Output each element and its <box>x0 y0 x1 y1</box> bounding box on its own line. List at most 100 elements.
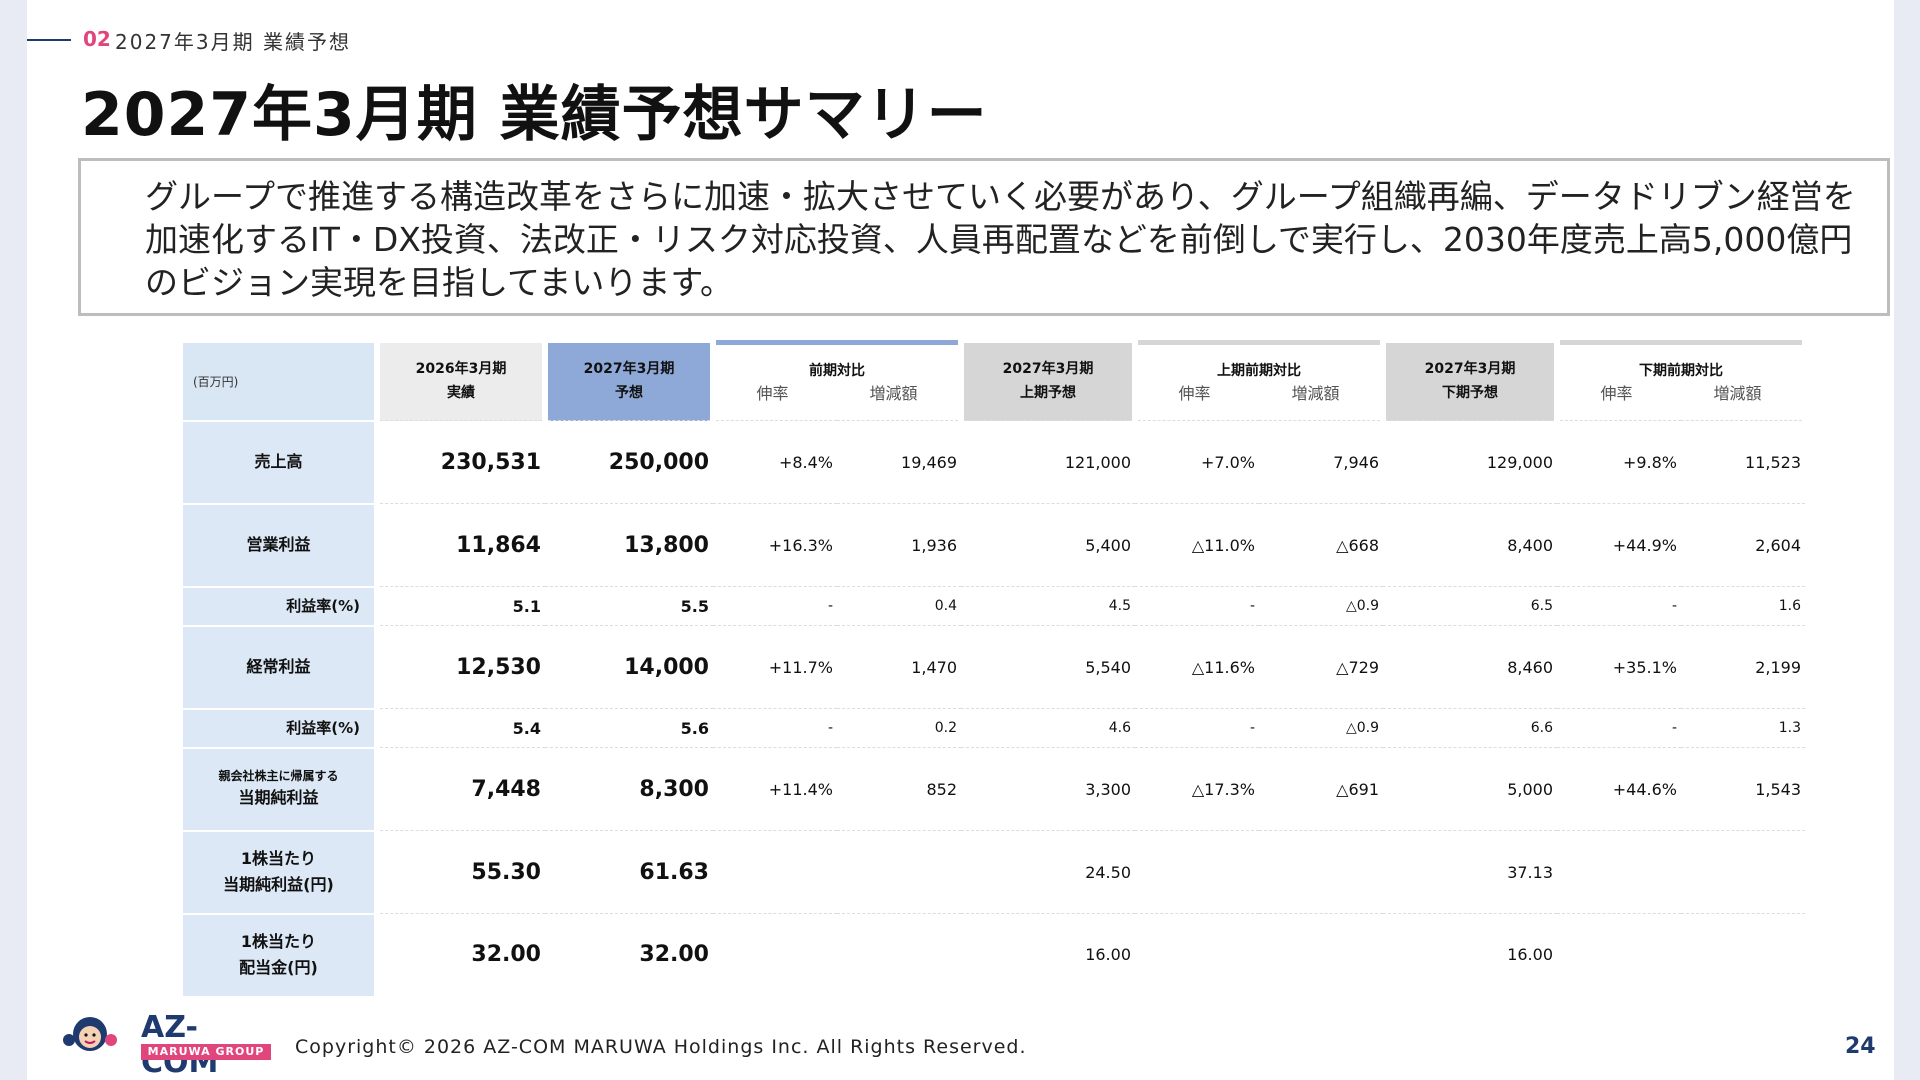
cell-actual: 7,448 <box>377 747 545 831</box>
row-label: 経常利益 <box>183 624 380 709</box>
cell-forecast: 14,000 <box>545 625 713 709</box>
cell-yoy-amt: 19,469 <box>837 420 961 504</box>
header-yoy: 前期対比 伸率 増減額 <box>713 340 964 421</box>
cell-forecast: 5.5 <box>545 586 713 626</box>
section-title: 2027年3月期 業績予想 <box>115 30 351 54</box>
cell-yoy-rate: +11.4% <box>713 747 837 831</box>
cell-h2: 8,460 <box>1383 625 1557 709</box>
cell-h1-amt: △691 <box>1259 747 1383 831</box>
cell-actual: 5.1 <box>377 586 545 626</box>
table-row: 親会社株主に帰属する 当期純利益 7,448 8,300 +11.4% 852 3… <box>183 746 1805 831</box>
cell-h1-amt: △668 <box>1259 503 1383 587</box>
copyright: Copyright© 2026 AZ-COM MARUWA Holdings I… <box>295 1036 1027 1058</box>
cell-h1-amt: 7,946 <box>1259 420 1383 504</box>
cell-h1-amt: △729 <box>1259 625 1383 709</box>
section-number: 02 <box>83 27 111 51</box>
cell-forecast: 8,300 <box>545 747 713 831</box>
header-h1: 2027年3月期 上期予想 <box>961 342 1138 421</box>
cell-forecast: 5.6 <box>545 708 713 748</box>
mascot-icon <box>63 1017 117 1051</box>
table-row: 営業利益 11,864 13,800 +16.3% 1,936 5,400 △1… <box>183 502 1805 587</box>
cell-h1: 24.50 <box>961 830 1135 914</box>
cell-h1-rate: - <box>1135 708 1259 748</box>
logo-text: AZ-COM <box>141 1010 219 1080</box>
row-label: 親会社株主に帰属する 当期純利益 <box>183 746 380 831</box>
cell-h1-rate: △11.0% <box>1135 503 1259 587</box>
company-logo: AZ-COM MARUWA GROUP <box>55 1010 271 1080</box>
cell-h2: 37.13 <box>1383 830 1557 914</box>
table-row: 1株当たり 配当金(円) 32.00 32.00 16.00 16.00 <box>183 912 1805 996</box>
cell-h2-amt: 1,543 <box>1681 747 1805 831</box>
row-label: 売上高 <box>183 419 380 504</box>
cell-h2-rate: - <box>1557 586 1681 626</box>
cell-h1-rate: - <box>1135 586 1259 626</box>
cell-h1-rate: +7.0% <box>1135 420 1259 504</box>
cell-h1: 16.00 <box>961 913 1135 996</box>
cell-yoy-rate: - <box>713 586 837 626</box>
page-number: 24 <box>1845 1034 1876 1059</box>
cell-yoy-amt: 0.2 <box>837 708 961 748</box>
cell-h1: 5,540 <box>961 625 1135 709</box>
cell-h2: 5,000 <box>1383 747 1557 831</box>
cell-h2: 16.00 <box>1383 913 1557 996</box>
cell-actual: 5.4 <box>377 708 545 748</box>
cell-h1: 3,300 <box>961 747 1135 831</box>
header-actual: 2026年3月期 実績 <box>377 342 548 421</box>
cell-forecast: 32.00 <box>545 913 713 996</box>
cell-h1: 5,400 <box>961 503 1135 587</box>
summary-text: グループで推進する構造改革をさらに加速・拡大させていく必要があり、グループ組織再… <box>145 177 1856 302</box>
cell-h2-amt: 1.6 <box>1681 586 1805 626</box>
header-h2-yoy: 下期前期対比 伸率 増減額 <box>1557 340 1808 421</box>
unit-label: (百万円) <box>183 342 380 421</box>
cell-h2-amt: 1.3 <box>1681 708 1805 748</box>
row-label: 営業利益 <box>183 502 380 587</box>
summary-box: グループで推進する構造改革をさらに加速・拡大させていく必要があり、グループ組織再… <box>78 158 1890 316</box>
header-h1-yoy: 上期前期対比 伸率 増減額 <box>1135 340 1386 421</box>
cell-h2: 6.5 <box>1383 586 1557 626</box>
cell-h2-rate: +44.9% <box>1557 503 1681 587</box>
slide-page: 02 2027年3月期 業績予想 2027年3月期 業績予想サマリー グループで… <box>27 0 1894 1080</box>
header-forecast: 2027年3月期 予想 <box>545 342 716 421</box>
cell-yoy-rate: +16.3% <box>713 503 837 587</box>
cell-h2-amt: 2,199 <box>1681 625 1805 709</box>
row-label: 1株当たり 配当金(円) <box>183 912 380 996</box>
cell-forecast: 61.63 <box>545 830 713 914</box>
row-label: 利益率(%) <box>183 585 380 626</box>
cell-h2-rate: +44.6% <box>1557 747 1681 831</box>
section-line <box>27 39 71 41</box>
table-header-row: (百万円) 2026年3月期 実績 2027年3月期 予想 前期対比 伸率 増減額 2… <box>183 340 1808 421</box>
cell-forecast: 13,800 <box>545 503 713 587</box>
cell-h2-rate: +9.8% <box>1557 420 1681 504</box>
cell-h2: 8,400 <box>1383 503 1557 587</box>
table-row: 経常利益 12,530 14,000 +11.7% 1,470 5,540 △1… <box>183 624 1805 709</box>
cell-h2: 6.6 <box>1383 708 1557 748</box>
cell-actual: 11,864 <box>377 503 545 587</box>
table-row: 利益率(%) 5.4 5.6 - 0.2 4.6 - △0.9 6.6 - 1.… <box>183 707 1805 748</box>
cell-h1: 4.6 <box>961 708 1135 748</box>
cell-yoy-amt: 1,936 <box>837 503 961 587</box>
cell-h1-amt: △0.9 <box>1259 586 1383 626</box>
cell-h1-amt: △0.9 <box>1259 708 1383 748</box>
cell-h2-amt: 2,604 <box>1681 503 1805 587</box>
cell-yoy-rate: - <box>713 708 837 748</box>
cell-actual: 55.30 <box>377 830 545 914</box>
forecast-table: (百万円) 2026年3月期 実績 2027年3月期 予想 前期対比 伸率 増減額 2… <box>183 340 1808 996</box>
cell-forecast: 250,000 <box>545 420 713 504</box>
header-h2: 2027年3月期 下期予想 <box>1383 342 1560 421</box>
cell-h2: 129,000 <box>1383 420 1557 504</box>
table-row: 1株当たり 当期純利益(円) 55.30 61.63 24.50 37.13 <box>183 829 1805 914</box>
cell-h2-amt: 11,523 <box>1681 420 1805 504</box>
cell-yoy-rate: +8.4% <box>713 420 837 504</box>
cell-h1-rate: △17.3% <box>1135 747 1259 831</box>
cell-yoy-amt: 852 <box>837 747 961 831</box>
table-row: 利益率(%) 5.1 5.5 - 0.4 4.5 - △0.9 6.5 - 1.… <box>183 585 1805 626</box>
cell-h2-rate: - <box>1557 708 1681 748</box>
table-row: 売上高 230,531 250,000 +8.4% 19,469 121,000… <box>183 419 1805 504</box>
page-title: 2027年3月期 業績予想サマリー <box>81 80 988 150</box>
cell-h2-rate: +35.1% <box>1557 625 1681 709</box>
cell-yoy-rate: +11.7% <box>713 625 837 709</box>
cell-actual: 230,531 <box>377 420 545 504</box>
cell-actual: 12,530 <box>377 625 545 709</box>
cell-actual: 32.00 <box>377 913 545 996</box>
cell-yoy-amt: 1,470 <box>837 625 961 709</box>
